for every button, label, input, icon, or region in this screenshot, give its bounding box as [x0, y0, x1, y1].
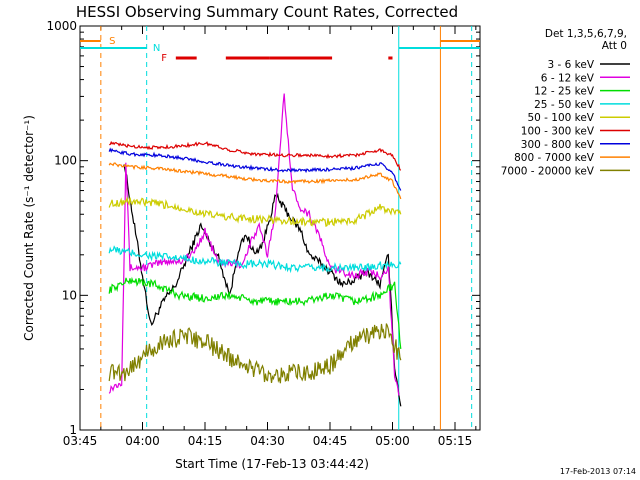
saa-label: S — [109, 36, 115, 47]
night-label: N — [153, 43, 160, 54]
series-line-800-7000-kev — [108, 162, 402, 200]
y-axis-title: Corrected Count Rate (s⁻¹ detector⁻¹) — [22, 115, 36, 341]
series-line-100-300-kev — [109, 140, 402, 171]
legend-label-300-800-kev: 300 - 800 keV — [521, 139, 595, 151]
series-line-6-12-kev — [108, 93, 400, 396]
series-line-25-50-kev — [108, 245, 402, 274]
legend-label-12-25-kev: 12 - 25 keV — [534, 86, 595, 98]
x-tick-label: 03:45 — [63, 434, 98, 448]
legend-label-50-100-kev: 50 - 100 keV — [527, 112, 594, 124]
y-tick-label: 1 — [69, 423, 77, 437]
x-tick-label: 04:15 — [188, 434, 223, 448]
legend-label-100-300-kev: 100 - 300 keV — [521, 126, 595, 138]
series-line-3-6-kev — [123, 164, 402, 407]
x-tick-label: 05:00 — [375, 434, 410, 448]
legend-label-25-50-kev: 25 - 50 keV — [534, 99, 595, 111]
legend-label-800-7000-kev: 800 - 7000 keV — [514, 152, 595, 164]
chart-title: HESSI Observing Summary Count Rates, Cor… — [76, 3, 458, 21]
legend-label-6-12-kev: 6 - 12 keV — [541, 72, 595, 84]
x-tick-label: 05:15 — [438, 434, 473, 448]
x-tick-label: 04:45 — [313, 434, 348, 448]
x-axis-title: Start Time (17-Feb-13 03:44:42) — [175, 457, 369, 471]
plot-frame — [79, 25, 481, 431]
series-line-300-800-kev — [108, 147, 402, 191]
y-tick-label: 100 — [54, 154, 77, 168]
plot-area: 1 10 100 1000 03:45 04:00 04:15 04:30 04:45 05:00… — [46, 19, 481, 448]
y-tick-label: 10 — [62, 288, 77, 302]
x-tick-label: 04:30 — [250, 434, 285, 448]
legend-label-7000-20000-kev: 7000 - 20000 keV — [501, 165, 595, 177]
legend-label-3-6-kev: 3 - 6 keV — [547, 59, 594, 71]
y-tick-label: 1000 — [46, 19, 77, 33]
x-tick-label: 04:00 — [125, 434, 160, 448]
legend-header-detectors: Det 1,3,5,6,7,9, — [545, 28, 627, 40]
legend-header-attenuator: Att 0 — [602, 40, 627, 52]
flare-label: F — [161, 53, 167, 64]
series-line-7000-20000-kev — [108, 323, 402, 384]
series-line-12-25-kev — [108, 276, 402, 349]
footer-timestamp: 17-Feb-2013 07:14 — [560, 467, 636, 476]
series-line-50-100-kev — [108, 196, 402, 228]
